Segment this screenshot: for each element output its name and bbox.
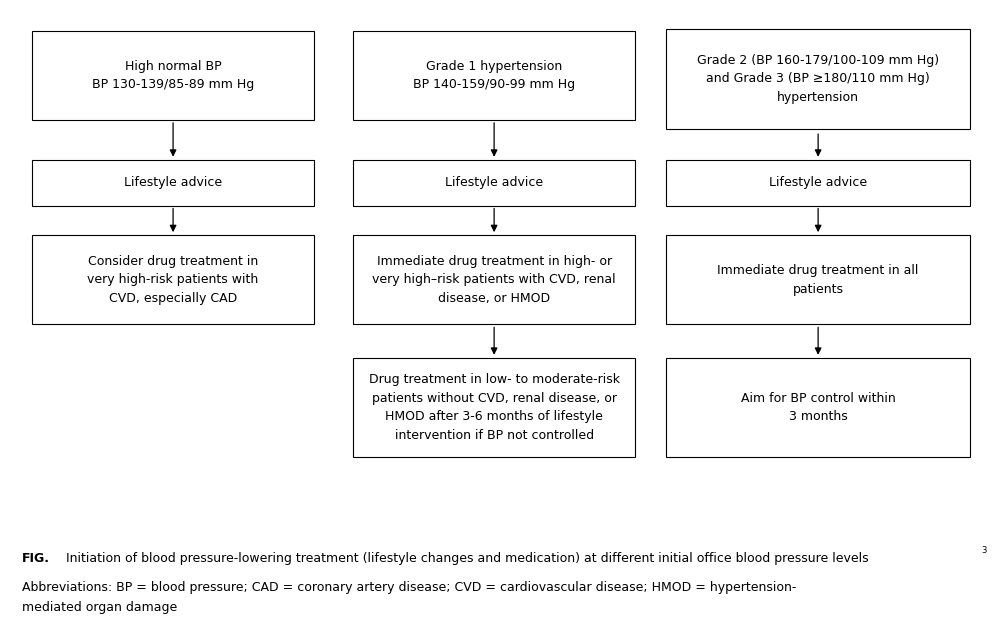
Text: Abbreviations: BP = blood pressure; CAD = coronary artery disease; CVD = cardiov: Abbreviations: BP = blood pressure; CAD …	[22, 581, 796, 594]
Text: Lifestyle advice: Lifestyle advice	[769, 176, 867, 189]
Text: High normal BP
BP 130-139/85-89 mm Hg: High normal BP BP 130-139/85-89 mm Hg	[92, 59, 254, 91]
Bar	[32, 235, 313, 324]
Bar	[354, 235, 635, 324]
Text: Drug treatment in low- to moderate-risk
patients without CVD, renal disease, or
: Drug treatment in low- to moderate-risk …	[369, 374, 620, 442]
Bar	[32, 160, 313, 206]
Text: Immediate drug treatment in all
patients: Immediate drug treatment in all patients	[718, 264, 919, 295]
Text: Immediate drug treatment in high- or
very high–risk patients with CVD, renal
dis: Immediate drug treatment in high- or ver…	[372, 255, 616, 305]
Text: Grade 1 hypertension
BP 140-159/90-99 mm Hg: Grade 1 hypertension BP 140-159/90-99 mm…	[413, 59, 576, 91]
Bar	[354, 358, 635, 457]
Text: Grade 2 (BP 160-179/100-109 mm Hg)
and Grade 3 (BP ≥180/110 mm Hg)
hypertension: Grade 2 (BP 160-179/100-109 mm Hg) and G…	[698, 54, 939, 104]
Text: Aim for BP control within
3 months: Aim for BP control within 3 months	[741, 392, 895, 423]
Text: FIG.: FIG.	[22, 552, 50, 565]
Bar	[666, 358, 971, 457]
Text: Lifestyle advice: Lifestyle advice	[124, 176, 222, 189]
Text: Initiation of blood pressure-lowering treatment (lifestyle changes and medicatio: Initiation of blood pressure-lowering tr…	[58, 552, 869, 565]
Bar	[354, 160, 635, 206]
Text: mediated organ damage: mediated organ damage	[22, 601, 177, 614]
Text: Consider drug treatment in
very high-risk patients with
CVD, especially CAD: Consider drug treatment in very high-ris…	[88, 255, 259, 305]
Text: Lifestyle advice: Lifestyle advice	[446, 176, 543, 189]
Text: 3: 3	[982, 546, 987, 555]
Bar	[666, 235, 971, 324]
Bar	[32, 30, 313, 120]
Bar	[666, 160, 971, 206]
Bar	[354, 30, 635, 120]
Bar	[666, 29, 971, 129]
